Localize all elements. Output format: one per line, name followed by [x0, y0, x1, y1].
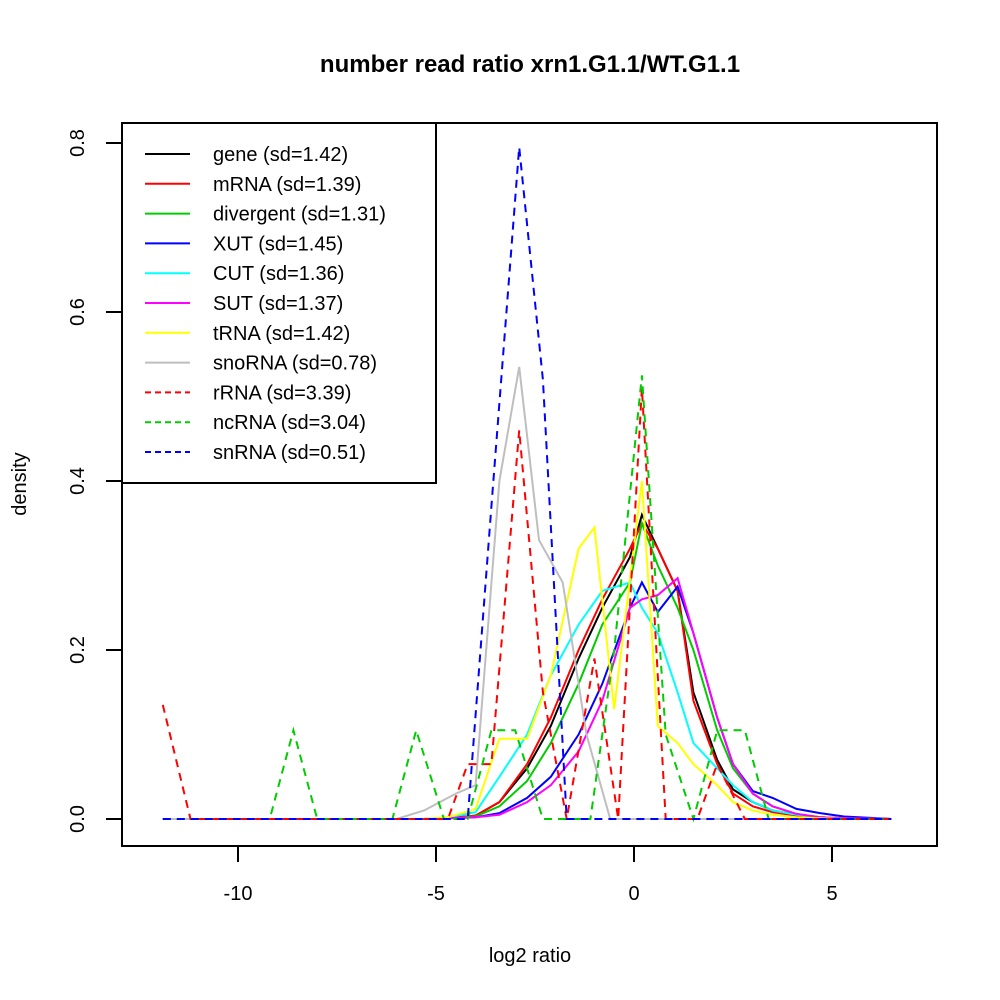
- legend-label-8: rRNA (sd=3.39): [213, 382, 351, 404]
- y-tick-label: 0.0: [67, 805, 89, 833]
- series-line-5: [162, 576, 892, 820]
- x-tick-label: 5: [826, 883, 837, 905]
- y-tick-label: 0.4: [67, 467, 89, 495]
- series-line-4: [162, 581, 892, 820]
- legend-label-7: snoRNA (sd=0.78): [213, 353, 377, 375]
- legend-label-10: snRNA (sd=0.51): [213, 442, 366, 464]
- x-tick-label: 0: [628, 883, 639, 905]
- y-tick-label: 0.6: [67, 298, 89, 326]
- series-line-3: [162, 580, 892, 820]
- legend: gene (sd=1.42) mRNA (sd=1.39) divergent (s…: [121, 122, 437, 484]
- series-layer: [161, 147, 892, 823]
- x-axis-label: log2 ratio: [489, 945, 571, 967]
- legend-label-3: XUT (sd=1.45): [213, 233, 343, 255]
- chart-title: number read ratio xrn1.G1.1/WT.G1.1: [320, 51, 740, 78]
- plot-frame: [121, 122, 938, 847]
- series-line-9: [162, 375, 892, 823]
- y-tick-label: 0.8: [67, 129, 89, 157]
- x-axis: -10 -5 0 5: [224, 846, 838, 905]
- series-line-2: [162, 519, 892, 820]
- legend-label-9: ncRNA (sd=3.04): [213, 412, 366, 434]
- legend-label-5: SUT (sd=1.37): [213, 293, 343, 315]
- legend-label-1: mRNA (sd=1.39): [213, 174, 361, 196]
- series-line-6: [162, 480, 892, 820]
- series-line-1: [162, 521, 892, 820]
- x-tick-label: -5: [427, 883, 445, 905]
- y-axis-label: density: [9, 452, 31, 515]
- series-line-8: [161, 388, 892, 820]
- legend-label-4: CUT (sd=1.36): [213, 263, 344, 285]
- legend-label-2: divergent (sd=1.31): [213, 204, 386, 226]
- series-line-10: [162, 147, 892, 820]
- legend-label-0: gene (sd=1.42): [213, 144, 348, 166]
- y-axis: 0.0 0.2 0.4 0.6 0.8: [67, 129, 122, 833]
- y-tick-label: 0.2: [67, 636, 89, 664]
- x-tick-label: -10: [224, 883, 253, 905]
- legend-label-6: tRNA (sd=1.42): [213, 323, 350, 345]
- series-line-0: [162, 511, 892, 820]
